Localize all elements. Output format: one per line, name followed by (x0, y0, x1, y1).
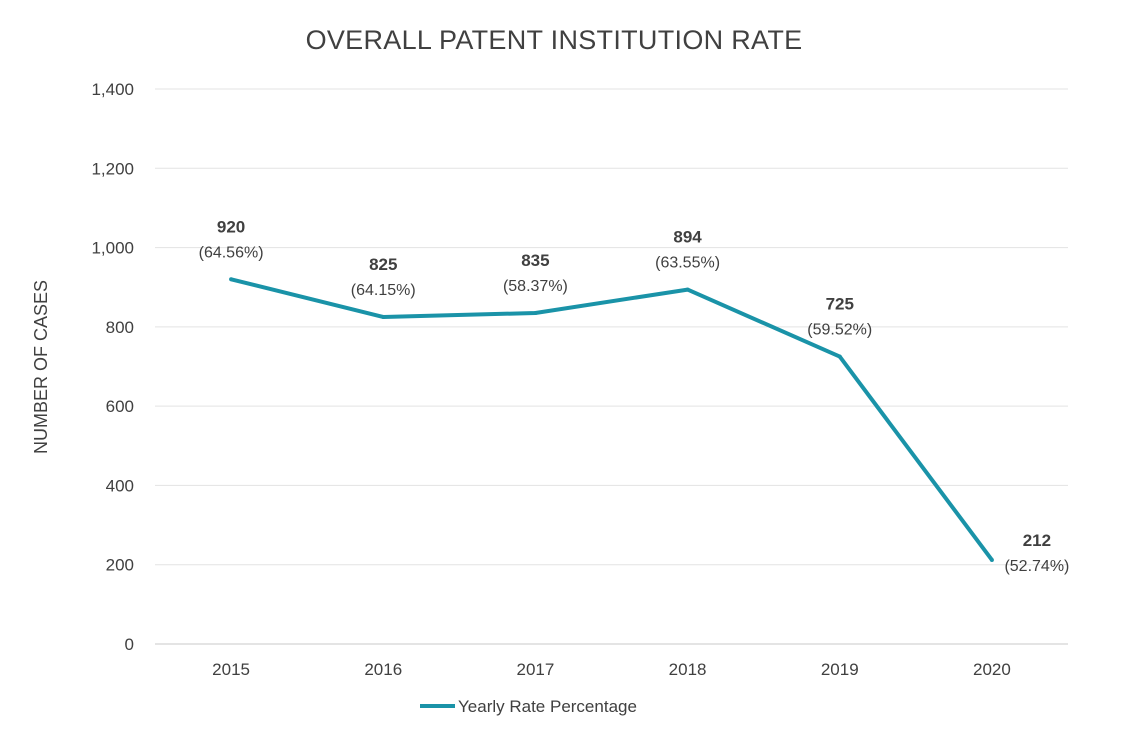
y-tick-label: 1,400 (91, 80, 134, 99)
x-tick-label: 2015 (212, 660, 250, 679)
data-value-label: 835 (521, 251, 549, 270)
data-value-label: 894 (673, 228, 702, 247)
data-point (533, 310, 538, 315)
legend-label: Yearly Rate Percentage (458, 697, 637, 716)
data-percent-label: (52.74%) (1004, 558, 1069, 575)
y-tick-label: 0 (125, 635, 134, 654)
data-point (685, 287, 690, 292)
data-percent-label: (59.52%) (807, 322, 872, 339)
series-group (229, 277, 994, 562)
data-point (229, 277, 234, 282)
chart-title: OVERALL PATENT INSTITUTION RATE (306, 25, 803, 55)
y-tick-label: 200 (106, 556, 134, 575)
data-labels: 920 (64.56%) 825 (64.15%) 835 (58.37%) 894 (63.… (199, 217, 1070, 575)
data-percent-label: (63.55%) (655, 255, 720, 272)
data-point (381, 314, 386, 319)
data-point (989, 557, 994, 562)
x-tick-label: 2016 (364, 660, 402, 679)
x-tick-label: 2018 (669, 660, 707, 679)
y-axis-label: NUMBER OF CASES (31, 280, 51, 454)
data-point (837, 354, 842, 359)
legend: Yearly Rate Percentage (420, 697, 637, 716)
y-axis-ticks: 0 200 400 600 800 1,000 1,200 1,400 (91, 80, 134, 654)
x-tick-label: 2017 (517, 660, 555, 679)
data-value-label: 212 (1023, 531, 1051, 550)
data-value-label: 920 (217, 217, 245, 236)
data-percent-label: (64.56%) (199, 244, 264, 261)
y-tick-label: 1,200 (91, 159, 134, 178)
data-value-label: 725 (826, 295, 854, 314)
y-tick-label: 600 (106, 397, 134, 416)
y-tick-label: 1,000 (91, 239, 134, 258)
y-tick-label: 400 (106, 476, 134, 495)
x-axis-ticks: 2015 2016 2017 2018 2019 2020 (212, 660, 1011, 679)
y-tick-label: 800 (106, 318, 134, 337)
x-tick-label: 2019 (821, 660, 859, 679)
data-percent-label: (58.37%) (503, 278, 568, 295)
gridlines (155, 88, 1068, 645)
series-line (230, 277, 994, 562)
data-value-label: 825 (369, 255, 397, 274)
x-tick-label: 2020 (973, 660, 1011, 679)
data-percent-label: (64.15%) (351, 282, 416, 299)
